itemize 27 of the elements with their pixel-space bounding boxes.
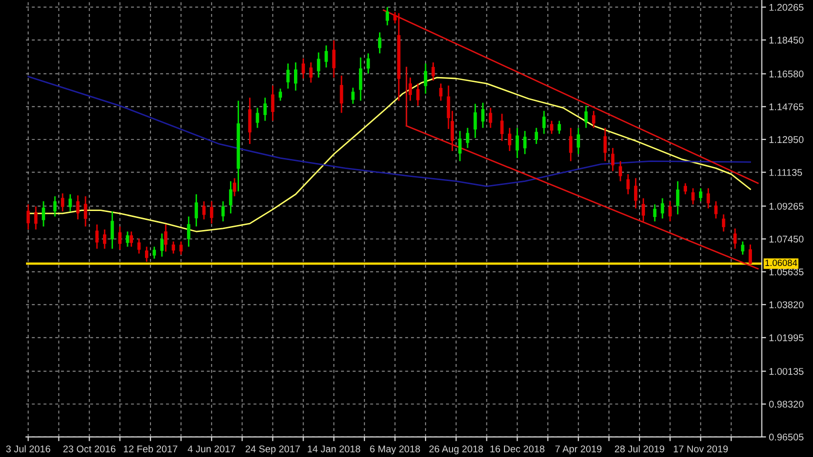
- x-tick-label: 7 Apr 2019: [555, 445, 602, 454]
- x-tick-label: 4 Jun 2017: [188, 445, 236, 452]
- y-tick-label: 1.09265: [769, 202, 804, 210]
- y-tick-label: 1.07450: [769, 236, 804, 243]
- y-tick-label: 1.14765: [769, 103, 804, 110]
- x-tick-label: 17 Nov 2019: [674, 445, 728, 452]
- y-tick-label: 1.18450: [769, 36, 804, 44]
- x-tick-label: 28 Jul 2019: [614, 445, 664, 452]
- y-tick-label: 1.16580: [769, 70, 804, 78]
- x-tick-label: 16 Dec 2018: [490, 445, 544, 452]
- y-tick-label: 1.01995: [769, 334, 804, 342]
- y-tick-label: 1.03820: [769, 301, 804, 308]
- x-tick-label: 6 May 2018: [370, 445, 420, 454]
- y-tick-label: 1.12950: [769, 136, 804, 144]
- y-tick-label: 0.98320: [769, 400, 804, 408]
- x-tick-label: 23 Oct 2016: [63, 445, 116, 452]
- x-tick-label: 14 Jan 2018: [308, 445, 360, 452]
- x-tick-label: 3 Jul 2016: [6, 445, 50, 452]
- x-tick-label: 26 Aug 2018: [429, 445, 484, 454]
- x-tick-label: 12 Feb 2017: [124, 445, 178, 452]
- y-tick-label: 1.20265: [769, 4, 804, 11]
- x-tick-label: 24 Sep 2017: [246, 445, 300, 454]
- y-tick-label: 1.00135: [769, 368, 804, 375]
- y-tick-label: 0.96505: [769, 434, 804, 441]
- y-tick-label: 1.11135: [769, 169, 802, 176]
- y-tick-label: 1.05635: [769, 268, 804, 276]
- ref-line-label: 1.06084: [765, 260, 798, 266]
